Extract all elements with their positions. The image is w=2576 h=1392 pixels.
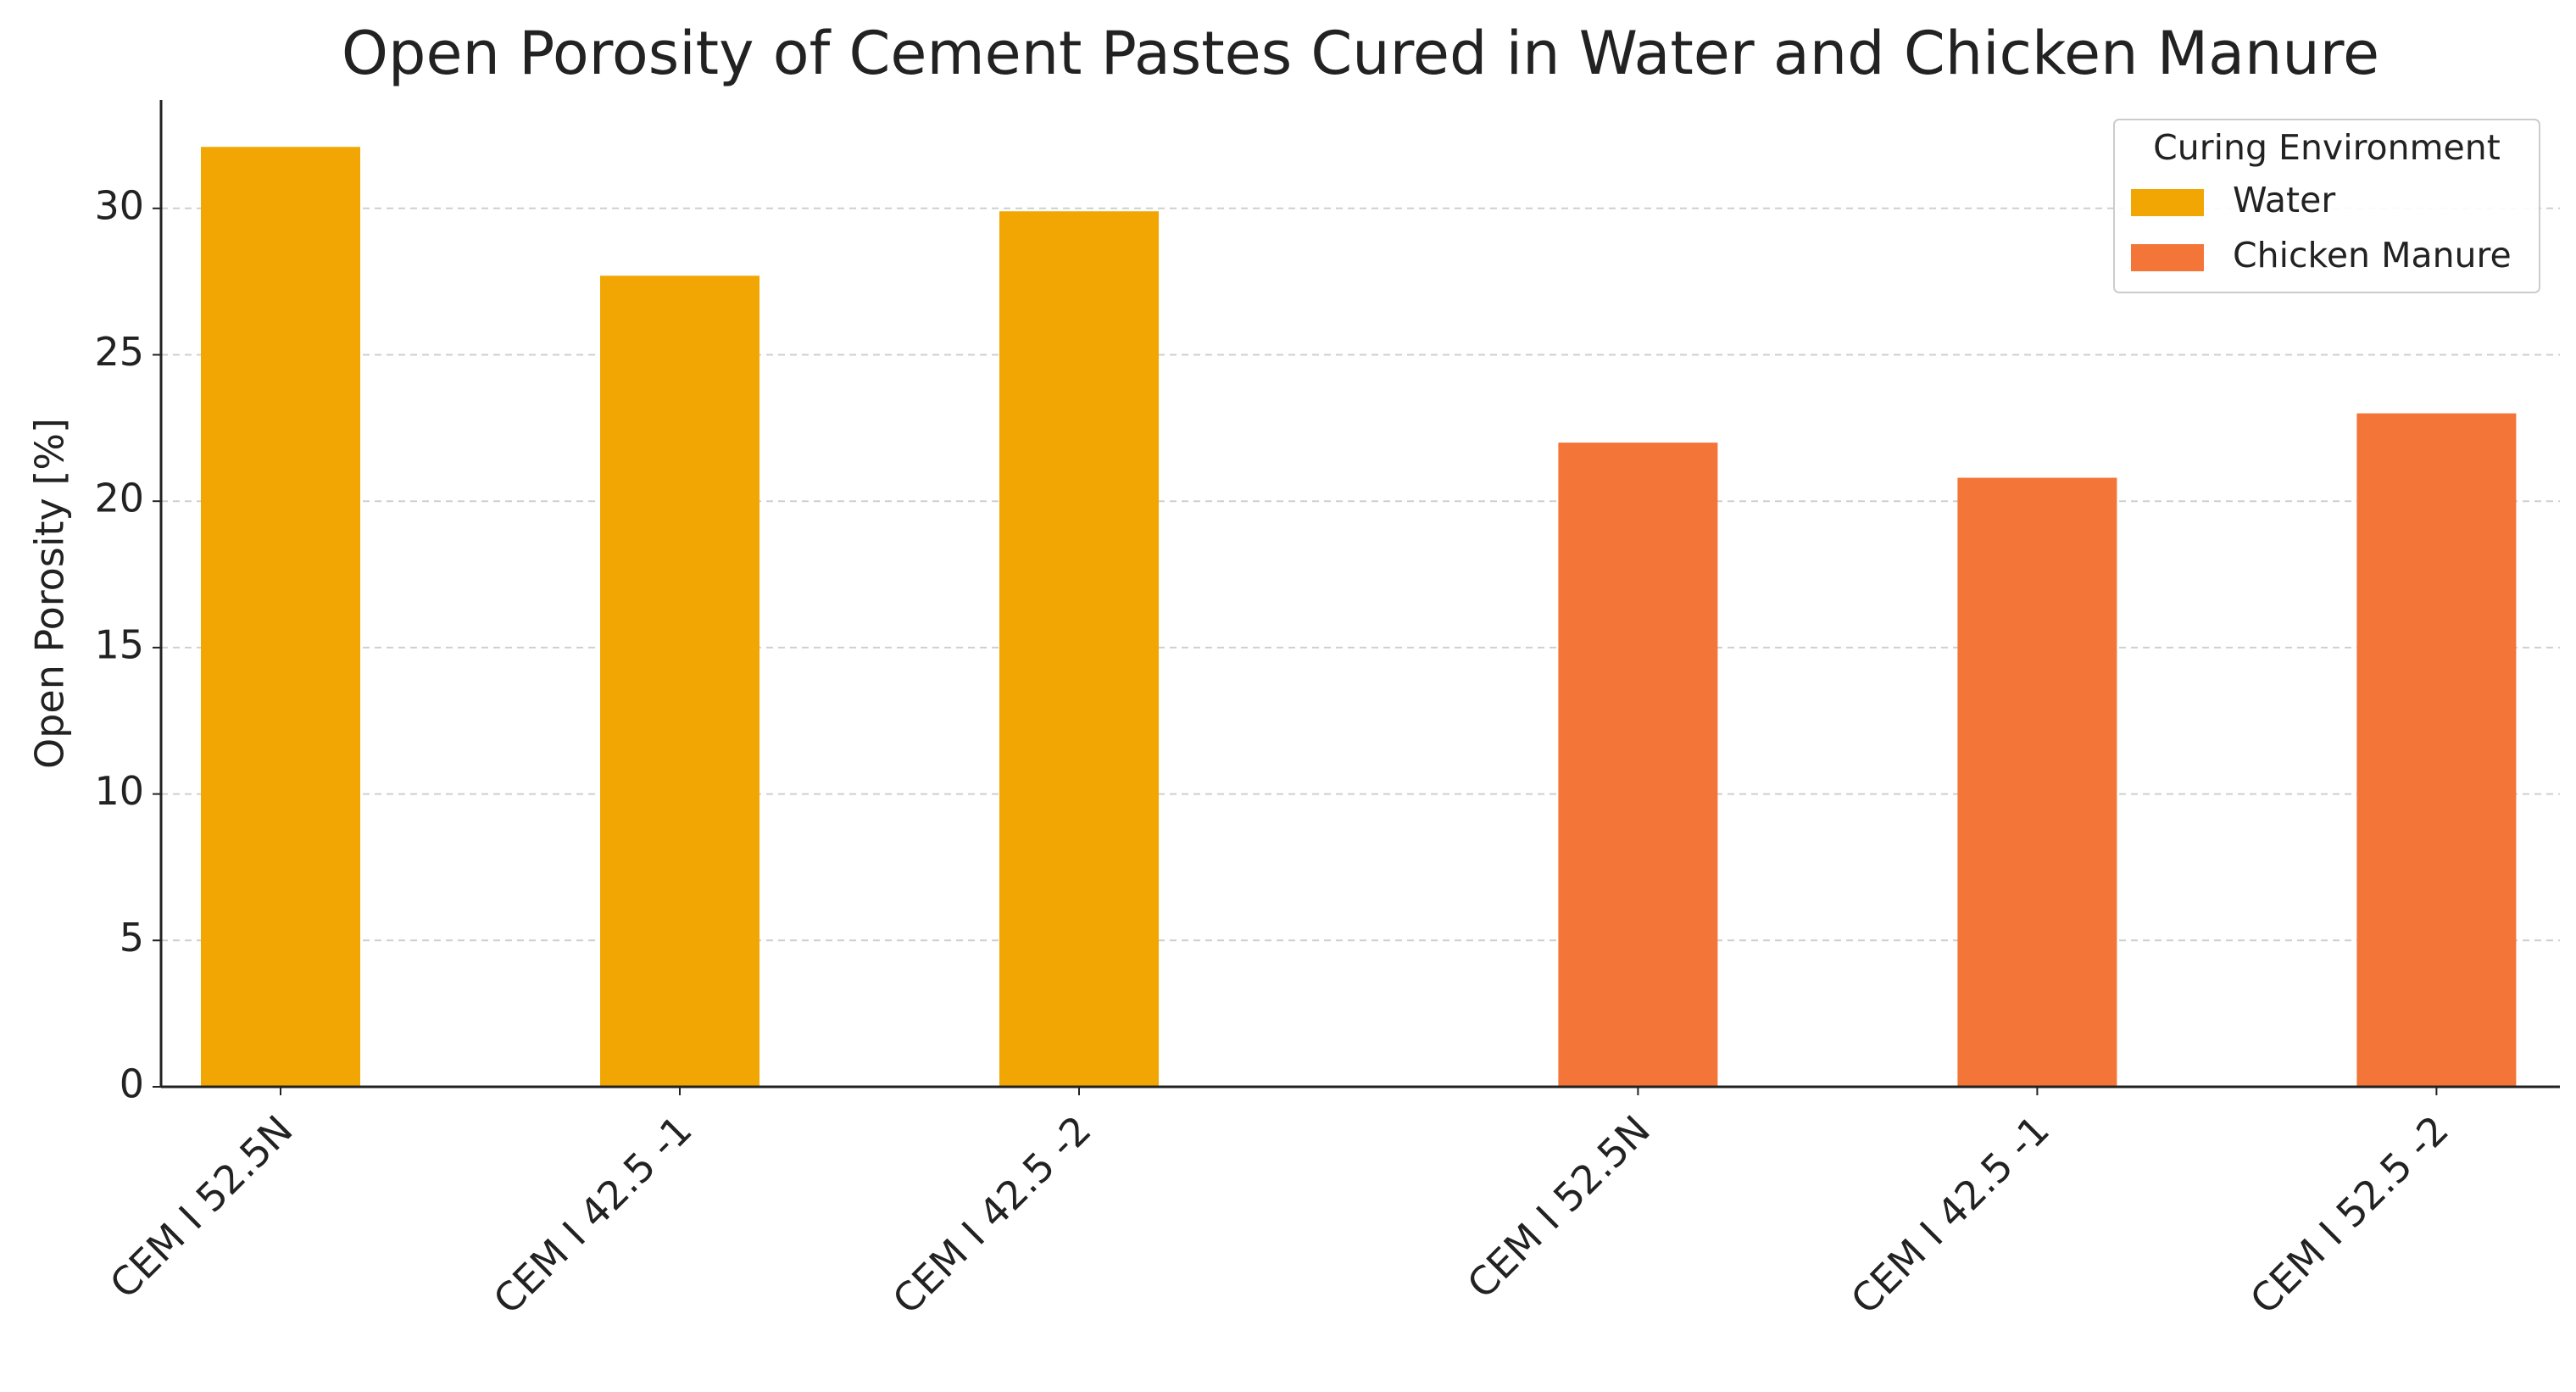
bar [1558,443,1718,1087]
y-tick-label: 5 [120,915,144,960]
bar [1957,477,2117,1087]
bar [2356,413,2517,1088]
legend-title: Curing Environment [2153,127,2501,168]
legend-label: Chicken Manure [2233,235,2512,276]
legend-box [2113,119,2540,293]
y-tick-label: 15 [94,621,144,667]
y-axis-label: Open Porosity [%] [27,418,73,769]
legend-label: Water [2233,180,2335,220]
legend-swatch [2131,189,2204,216]
y-tick-label: 25 [94,329,144,375]
legend-swatch [2131,244,2204,271]
bar [600,276,759,1087]
bar [201,147,360,1087]
y-tick-label: 30 [94,182,144,228]
y-tick-label: 20 [94,476,144,521]
bar [999,211,1159,1088]
y-tick-label: 0 [120,1061,144,1107]
y-tick-label: 10 [94,768,144,814]
chart-title: Open Porosity of Cement Pastes Cured in … [342,19,2379,88]
